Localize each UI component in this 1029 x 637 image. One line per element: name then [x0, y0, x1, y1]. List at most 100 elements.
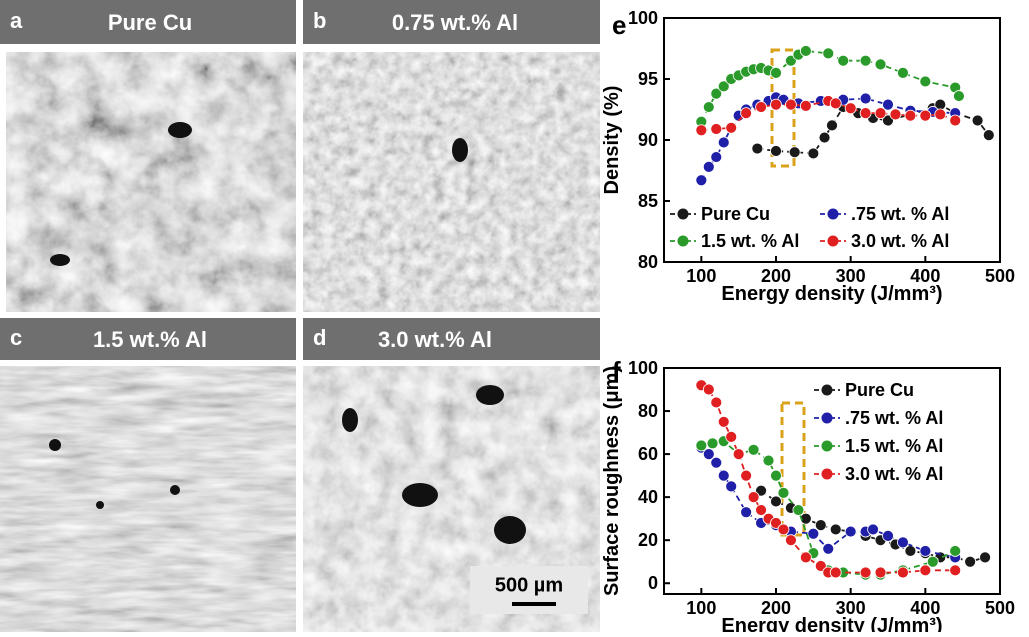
legend-marker [827, 235, 839, 247]
y-tick-label: 100 [628, 358, 658, 378]
data-point [949, 545, 962, 557]
panel-header [0, 318, 296, 360]
x-axis-label: Energy density (J/mm³) [721, 283, 942, 305]
data-point [949, 564, 962, 577]
highlight-box [780, 401, 806, 537]
data-point [740, 469, 753, 482]
data-point [844, 102, 857, 115]
legend-label: 1.5 wt. % Al [701, 231, 799, 251]
y-tick-label: 95 [638, 69, 658, 89]
y-tick-label: 20 [638, 530, 658, 550]
data-point [874, 107, 887, 120]
scale-bar-label: 500 µm [495, 574, 563, 596]
data-point [725, 430, 738, 443]
data-point [785, 98, 797, 111]
data-point [867, 523, 879, 536]
data-point [882, 529, 894, 542]
legend-label: 3.0 wt. % Al [851, 231, 949, 251]
x-tick-label: 300 [836, 266, 866, 286]
x-tick-label: 100 [686, 598, 716, 618]
x-tick-label: 300 [836, 598, 866, 618]
data-point [695, 439, 708, 452]
data-point [770, 145, 782, 157]
data-point [710, 87, 723, 100]
data-point [807, 147, 820, 160]
data-point [904, 545, 917, 557]
data-point [889, 108, 902, 121]
y-axis-label: Surface roughness (μm) [601, 366, 623, 596]
x-axis-label: Energy density (J/mm³) [721, 615, 942, 632]
data-point [904, 109, 917, 122]
data-point [788, 146, 801, 159]
legend-label: Pure Cu [845, 380, 914, 400]
data-point [702, 448, 715, 460]
data-point [799, 99, 812, 112]
data-point [844, 525, 857, 538]
data-point [829, 566, 842, 579]
data-point [777, 523, 790, 536]
data-point [953, 90, 965, 102]
series-line [700, 50, 960, 123]
panel-letter: c [10, 325, 22, 350]
data-point [949, 114, 962, 127]
data-point [897, 67, 909, 79]
data-point [919, 109, 932, 122]
data-point [717, 415, 730, 428]
data-point [979, 551, 991, 564]
data-point [822, 542, 835, 555]
legend-label: 3.0 wt. % Al [845, 464, 943, 484]
data-point [859, 54, 872, 67]
x-tick-label: 400 [910, 266, 940, 286]
x-tick-label: 100 [686, 266, 716, 286]
y-tick-label: 85 [638, 191, 658, 211]
legend-marker [677, 208, 689, 220]
legend-label: .75 wt. % Al [851, 204, 949, 224]
data-point [919, 75, 932, 88]
data-point [710, 151, 723, 163]
data-point [792, 504, 805, 516]
data-point [755, 504, 767, 516]
data-point [826, 119, 838, 132]
panel-letter: a [10, 8, 23, 33]
data-point [695, 124, 708, 137]
data-point [751, 142, 764, 155]
data-point [874, 58, 887, 71]
data-point [755, 484, 767, 497]
data-point [897, 566, 909, 579]
x-tick-label: 400 [910, 598, 940, 618]
data-point [859, 107, 872, 120]
panel-letter: e [612, 10, 626, 40]
panel-header [303, 0, 600, 44]
data-point [882, 98, 894, 111]
data-point [702, 160, 715, 173]
legend-marker [821, 412, 833, 424]
panel-letter: f [612, 356, 621, 386]
data-point [740, 107, 753, 120]
data-point [755, 101, 767, 113]
data-point [799, 512, 812, 525]
data-point [829, 523, 842, 536]
data-point [747, 491, 760, 504]
data-point [777, 486, 790, 499]
data-point [702, 101, 715, 113]
panel-header [303, 318, 600, 360]
data-point [807, 527, 820, 540]
panel-letter: d [313, 325, 326, 350]
data-point [799, 45, 812, 57]
data-point [717, 469, 730, 482]
data-point [706, 437, 719, 450]
y-tick-label: 80 [638, 252, 658, 272]
legend-marker [821, 384, 833, 396]
data-point [919, 545, 932, 557]
data-point [859, 92, 872, 105]
panel-header [0, 0, 296, 44]
legend-marker [677, 235, 689, 247]
panel-title: 1.5 wt.% Al [93, 327, 207, 352]
legend-marker [821, 468, 833, 480]
data-point [926, 555, 939, 568]
data-point [770, 67, 782, 79]
panel-title: 3.0 wt.% Al [378, 327, 492, 352]
legend-label: .75 wt. % Al [845, 408, 943, 428]
data-point [770, 98, 782, 111]
y-tick-label: 40 [638, 487, 658, 507]
